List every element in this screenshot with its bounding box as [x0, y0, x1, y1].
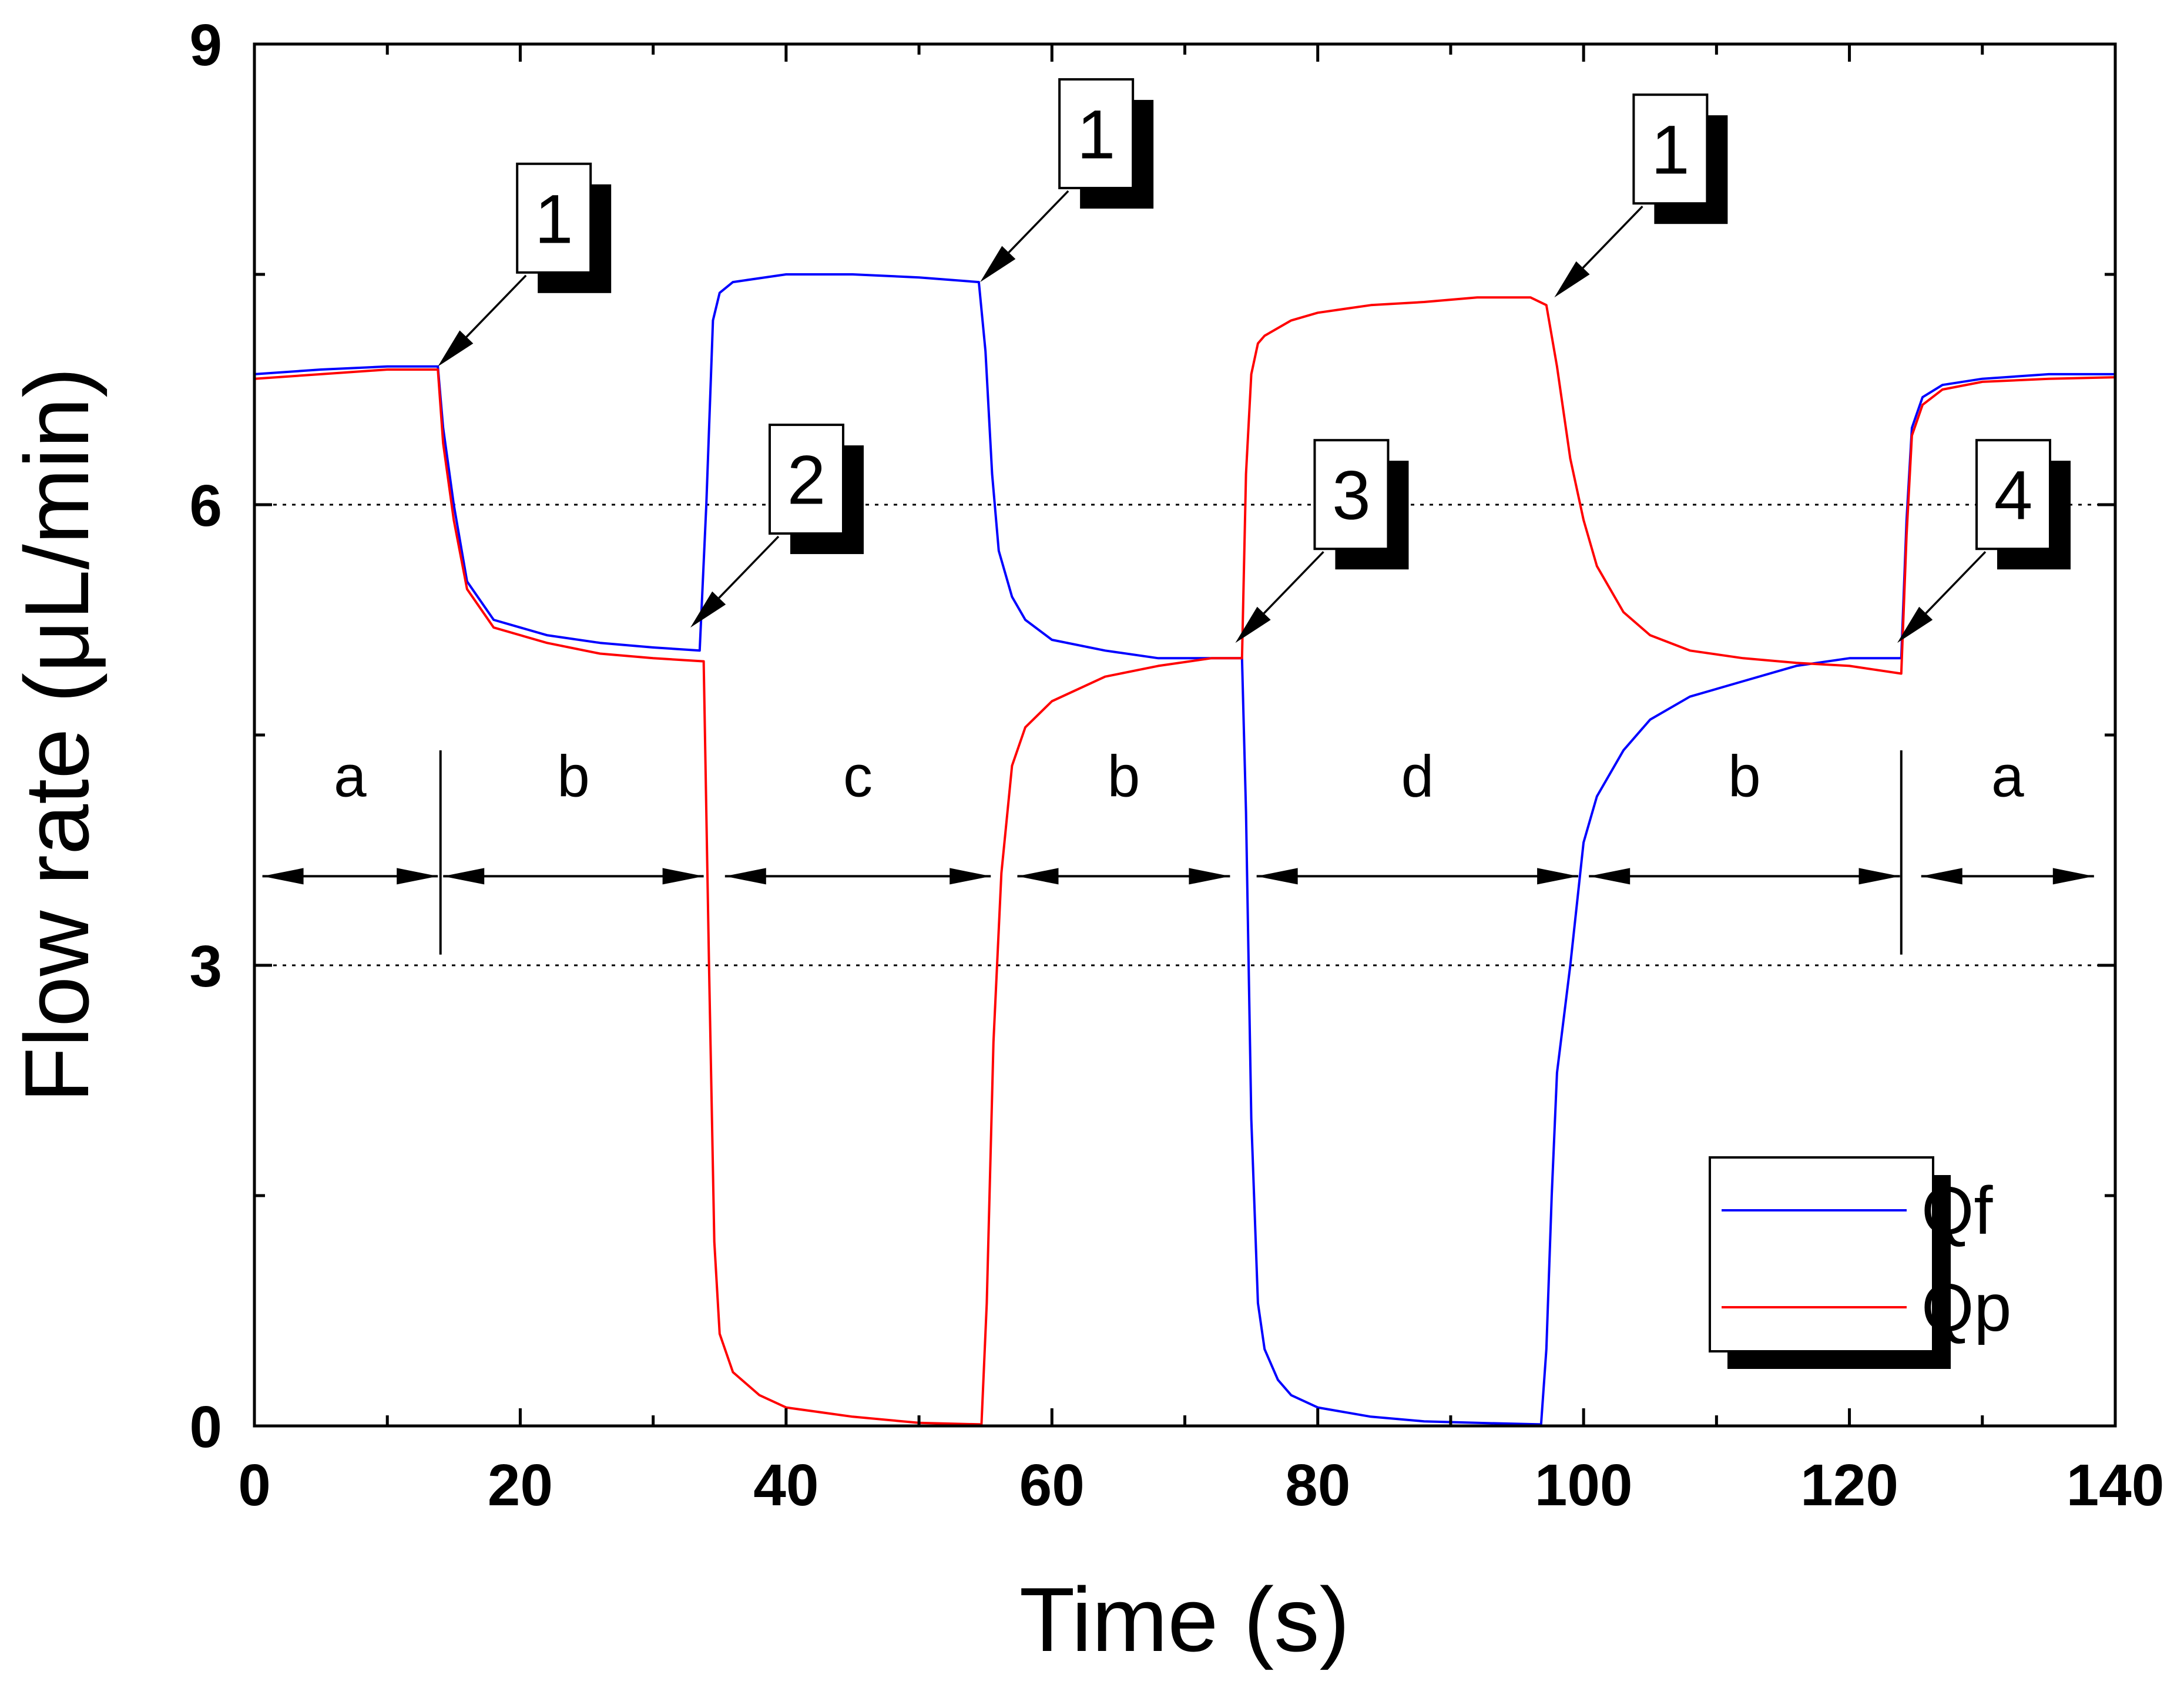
- arrow-head: [1256, 868, 1298, 885]
- callout-pointer: [1263, 551, 1324, 615]
- y-axis-title: Flow rate (μL/min): [6, 367, 108, 1103]
- arrow-head: [950, 868, 991, 885]
- legend-label-Qf: Qf: [1921, 1173, 1993, 1248]
- callout-3: 3: [1235, 439, 1409, 643]
- segment-label: b: [1728, 744, 1761, 810]
- callout-pointer: [1008, 190, 1069, 253]
- callout-1: 1: [980, 78, 1154, 283]
- series-line-Qp: [254, 296, 2116, 1426]
- series-line-Qf: [254, 273, 2115, 1426]
- callout-pointer-head: [1235, 606, 1271, 643]
- arrow-head: [1537, 868, 1579, 885]
- x-tick-label: 40: [753, 1452, 818, 1518]
- segment-b: b: [1017, 744, 1230, 885]
- x-tick-label: 20: [488, 1452, 553, 1518]
- legend: Qf Qp: [1709, 1156, 2011, 1369]
- y-tick-label: 3: [189, 934, 222, 999]
- segment-label: a: [334, 744, 367, 810]
- callout-1: 1: [1554, 93, 1728, 298]
- callout-box: [1313, 439, 1390, 551]
- callout-2: 2: [690, 424, 864, 628]
- segment-b: b: [443, 744, 704, 885]
- callout-pointer-head: [980, 246, 1016, 283]
- callout-number: 1: [535, 180, 573, 258]
- arrow-head: [2052, 868, 2094, 885]
- y-tick-label: 9: [189, 12, 222, 78]
- legend-label-Qp: Qp: [1921, 1270, 2011, 1345]
- callout-box: [1058, 78, 1135, 190]
- y-tick-label: 6: [189, 473, 222, 539]
- callout-pointer-head: [1897, 606, 1933, 643]
- callout-pointer-head: [1554, 261, 1590, 298]
- callout-box: [516, 162, 592, 274]
- segment-a: a: [1921, 744, 2094, 885]
- x-axis-title: Time (s): [1019, 1569, 1350, 1670]
- segment-label: a: [1991, 744, 2024, 810]
- x-tick-label: 60: [1019, 1452, 1085, 1518]
- arrow-head: [1017, 868, 1059, 885]
- y-tick-label: 0: [189, 1394, 222, 1460]
- segment-b: b: [1589, 744, 1900, 885]
- x-tick-label: 0: [238, 1452, 271, 1518]
- callout-pointer: [718, 535, 780, 599]
- arrow-head: [724, 868, 766, 885]
- segment-d: d: [1256, 744, 1579, 885]
- x-tick-label: 100: [1535, 1452, 1633, 1518]
- arrow-head: [262, 868, 304, 885]
- callout-pointer: [465, 274, 527, 338]
- callout-pointer: [1582, 205, 1643, 269]
- segment-label: b: [557, 744, 590, 810]
- arrow-head: [397, 868, 438, 885]
- x-tick-label: 140: [2066, 1452, 2165, 1518]
- segment-label: b: [1108, 744, 1140, 810]
- callout-pointer: [1925, 551, 1987, 615]
- callout-box: [1632, 93, 1709, 205]
- arrow-head: [1589, 868, 1631, 885]
- callout-box: [1975, 439, 2052, 551]
- callout-box: [768, 424, 844, 535]
- x-tick-label: 120: [1800, 1452, 1898, 1518]
- callout-4: 4: [1897, 439, 2071, 643]
- callout-number: 1: [1077, 96, 1116, 174]
- x-tick-label: 80: [1285, 1452, 1350, 1518]
- callout-pointer-head: [690, 591, 726, 628]
- callout-number: 1: [1651, 112, 1690, 189]
- arrow-head: [1189, 868, 1230, 885]
- segment-c: c: [724, 744, 991, 885]
- callout-number: 2: [787, 442, 826, 519]
- callout-number: 3: [1332, 457, 1371, 535]
- segment-label: c: [843, 744, 873, 810]
- legend-box: [1709, 1156, 1934, 1352]
- arrow-head: [1858, 868, 1900, 885]
- arrow-head: [662, 868, 704, 885]
- arrow-head: [1921, 868, 1962, 885]
- segment-label: d: [1401, 744, 1434, 810]
- segment-a: a: [262, 744, 438, 885]
- callout-1: 1: [438, 162, 612, 367]
- arrow-head: [443, 868, 485, 885]
- callout-pointer-head: [438, 330, 474, 367]
- callout-number: 4: [1994, 457, 2033, 535]
